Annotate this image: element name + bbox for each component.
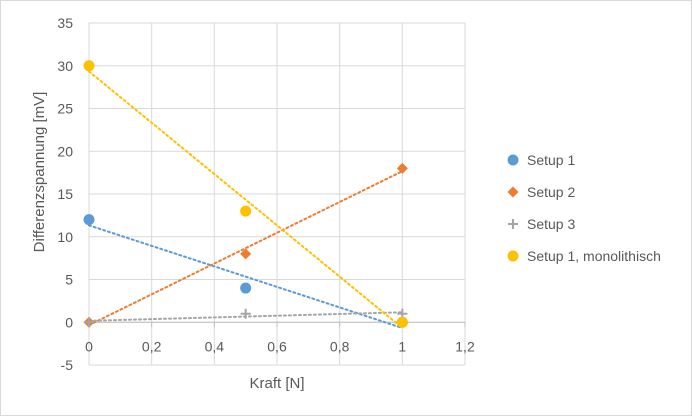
trendline: [88, 170, 404, 327]
data-point: [83, 214, 95, 226]
legend-marker: [507, 250, 519, 262]
y-tick-label: 30: [57, 58, 73, 74]
data-point: [240, 248, 252, 260]
data-point: [83, 60, 95, 72]
data-point: [396, 162, 408, 174]
legend-marker: [507, 186, 519, 198]
y-tick-label: 0: [65, 314, 73, 330]
legend: Setup 1 Setup 2 Setup 3 Setup 1, monolithis…: [507, 152, 661, 264]
data-points: [83, 60, 408, 328]
x-tick-label: 0,6: [267, 338, 287, 354]
legend-entry: Setup 3: [527, 216, 575, 232]
x-tick-label: 0: [85, 338, 93, 354]
data-point: [240, 205, 252, 217]
x-axis-label: Kraft [N]: [249, 375, 304, 392]
data-point: [396, 316, 408, 328]
data-point: [240, 308, 251, 319]
legend-marker: [508, 219, 518, 229]
x-tick-label: 0,2: [142, 338, 162, 354]
tick-labels: -5 0 5 10 15 20 25 30 35 0 0,2 0,4 0,6 0,8 1 1,2: [57, 15, 475, 373]
y-tick-label: 5: [65, 272, 73, 288]
data-point: [84, 317, 94, 328]
legend-entry: Setup 1, monolithisch: [527, 248, 661, 264]
axes: [88, 321, 466, 328]
y-tick-label: 35: [57, 15, 73, 31]
data-point: [240, 282, 252, 294]
grid: [88, 22, 466, 366]
y-tick-label: 10: [57, 229, 73, 245]
legend-entry: Setup 2: [527, 184, 575, 200]
trendline: [88, 224, 404, 329]
y-tick-label: 15: [57, 186, 73, 202]
x-tick-label: 0,4: [205, 338, 225, 354]
legend-marker: [507, 154, 519, 166]
x-tick-label: 0,8: [330, 338, 350, 354]
y-tick-label: 20: [57, 143, 73, 159]
y-tick-label: -5: [61, 357, 74, 373]
trendline: [88, 70, 404, 329]
y-axis-label: Differenzspannung [mV]: [31, 92, 48, 253]
x-tick-label: 1,2: [455, 338, 475, 354]
x-tick-label: 1: [398, 338, 406, 354]
y-tick-label: 25: [57, 101, 73, 117]
legend-entry: Setup 1: [527, 152, 575, 168]
